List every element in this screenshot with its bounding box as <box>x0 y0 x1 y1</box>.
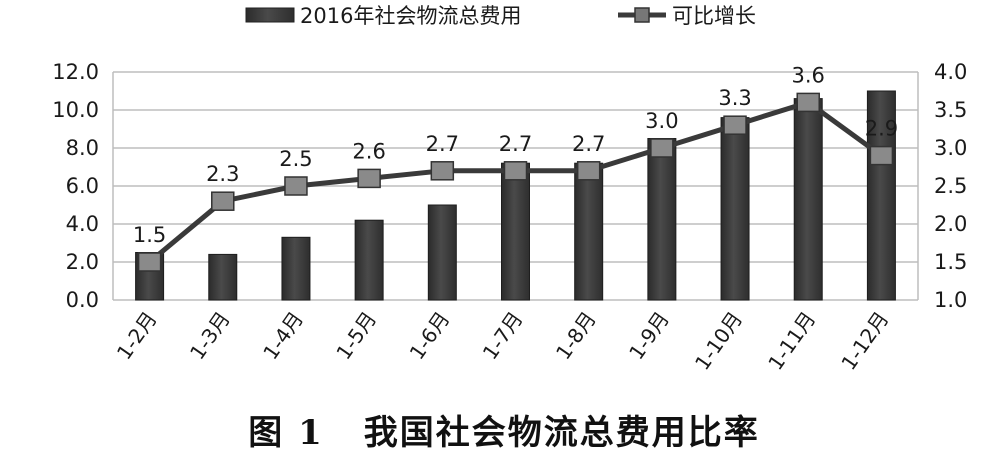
x-tick-label: 1-9月 <box>624 307 674 364</box>
line-data-label: 2.3 <box>206 162 239 186</box>
bar <box>281 236 311 301</box>
legend-line-marker <box>634 7 650 23</box>
bar <box>647 138 677 301</box>
figure-caption: 图 1 我国社会物流总费用比率 <box>0 405 1008 454</box>
y-left-tick-label: 0.0 <box>66 288 99 312</box>
caption-number: 图 1 <box>248 413 324 453</box>
line-point <box>796 92 820 113</box>
x-tick-label: 1-12月 <box>836 307 893 374</box>
y-right-tick-label: 3.5 <box>934 98 967 122</box>
line-point <box>723 115 747 135</box>
line-data-label: 3.6 <box>792 63 825 87</box>
line-data-label: 2.5 <box>279 147 312 171</box>
y-left-tick-label: 6.0 <box>66 174 99 198</box>
legend-bar-swatch <box>245 7 295 23</box>
line-data-label: 3.3 <box>718 86 751 110</box>
line-data-label: 2.7 <box>499 132 532 156</box>
y-right-tick-label: 2.0 <box>934 212 967 236</box>
line-data-label: 2.7 <box>426 132 459 156</box>
x-tick-label: 1-10月 <box>690 307 747 374</box>
y-left-tick-label: 8.0 <box>66 136 99 160</box>
line-point <box>137 252 162 272</box>
caption-text: 我国社会物流总费用比率 <box>363 413 760 453</box>
bar <box>427 204 457 301</box>
bar <box>354 219 384 301</box>
bar <box>574 162 604 301</box>
line-point <box>211 191 235 211</box>
line-data-label: 2.7 <box>572 132 605 156</box>
legend-line-label: 可比增长 <box>672 4 756 28</box>
bar <box>793 98 823 301</box>
line-point <box>503 161 528 181</box>
y-left-tick-label: 10.0 <box>52 98 99 122</box>
line-point <box>357 168 381 189</box>
x-tick-label: 1-8月 <box>551 307 601 364</box>
x-tick-label: 1-11月 <box>763 307 820 374</box>
line-point <box>869 145 894 166</box>
y-right-tick-label: 3.0 <box>934 136 967 160</box>
line-data-label: 1.5 <box>133 223 166 247</box>
x-tick-label: 1-2月 <box>112 307 162 364</box>
x-tick-label: 1-3月 <box>185 307 235 364</box>
bar <box>208 253 238 301</box>
y-right-tick-label: 1.5 <box>934 250 967 274</box>
bar <box>866 90 896 301</box>
y-right-tick-label: 1.0 <box>934 288 967 312</box>
line-point <box>430 161 455 181</box>
line-data-label: 2.9 <box>865 117 898 141</box>
y-left-tick-label: 4.0 <box>66 212 99 236</box>
chart: 2016年社会物流总费用 可比增长 0.0 2.0 4.0 6.0 8.0 10.0 12.… <box>52 4 967 374</box>
x-tick-label: 1-5月 <box>331 307 381 364</box>
legend-bar-label: 2016年社会物流总费用 <box>300 4 521 28</box>
x-tick-label: 1-6月 <box>405 307 455 364</box>
line-point <box>576 161 601 181</box>
y-left-tick-label: 2.0 <box>66 250 99 274</box>
x-tick-label: 1-4月 <box>258 307 308 364</box>
y-right-tick-label: 4.0 <box>934 60 967 84</box>
y-axis-left: 0.0 2.0 4.0 6.0 8.0 10.0 12.0 <box>52 60 99 312</box>
y-axis-right: 1.0 1.5 2.0 2.5 3.0 3.5 4.0 <box>934 60 967 312</box>
y-right-tick-label: 2.5 <box>934 174 967 198</box>
y-left-tick-label: 12.0 <box>52 60 99 84</box>
x-tick-label: 1-7月 <box>478 307 528 364</box>
line-data-label: 2.6 <box>352 139 385 163</box>
line-point <box>284 176 308 196</box>
bar <box>501 162 530 301</box>
x-axis: 1-2月 1-3月 1-4月 1-5月 1-6月 1-7月 1-8月 1-9月 1-10月 1-1… <box>112 307 894 374</box>
growth-line: 1.5 2.3 2.5 2.6 2.7 2.7 2.7 3.0 3.3 3.6 2.9 <box>133 63 898 272</box>
line-point <box>650 138 674 158</box>
bar <box>720 117 750 301</box>
line-data-label: 3.0 <box>645 109 678 133</box>
legend: 2016年社会物流总费用 可比增长 <box>245 4 756 28</box>
